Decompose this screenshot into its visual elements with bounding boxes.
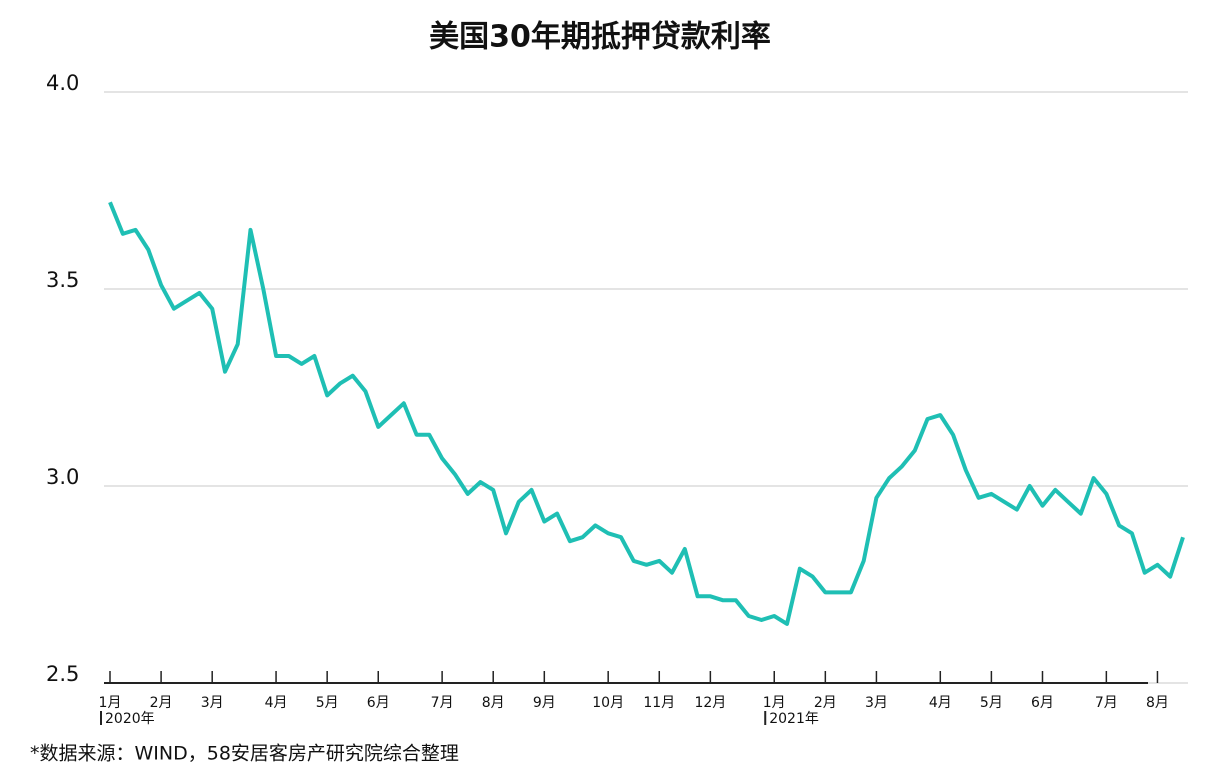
x-tick-label: 12月 <box>694 695 726 711</box>
x-tick-label: 1月 <box>763 695 786 711</box>
x-tick-label: 2月 <box>814 695 837 711</box>
x-tick-label: 5月 <box>980 695 1003 711</box>
x-tick-label: 3月 <box>865 695 888 711</box>
x-tick-label: 1月 <box>99 695 122 711</box>
x-tick-label: 10月 <box>592 695 624 711</box>
x-tick-label: 4月 <box>265 695 288 711</box>
year-label: 2021年 <box>769 711 819 727</box>
y-tick-label: 4.0 <box>46 71 79 95</box>
year-label: 2020年 <box>105 711 155 727</box>
x-tick-label: 7月 <box>1095 695 1118 711</box>
x-tick-label: 3月 <box>201 695 224 711</box>
x-tick-label: 9月 <box>533 695 556 711</box>
x-tick-label: 2月 <box>150 695 173 711</box>
x-tick-label: 7月 <box>431 695 454 711</box>
rate-line <box>108 201 1185 626</box>
x-tick-label: 5月 <box>316 695 339 711</box>
x-tick-label: 6月 <box>367 695 390 711</box>
x-tick-label: 8月 <box>482 695 505 711</box>
chart-title: 美国30年期抵押贷款利率 <box>429 20 771 55</box>
source-note: *数据来源：WIND，58安居客房产研究院综合整理 <box>30 743 459 765</box>
y-tick-label: 2.5 <box>46 662 79 686</box>
x-tick-label: 11月 <box>643 695 675 711</box>
y-tick-label: 3.0 <box>46 465 79 489</box>
x-tick-label: 4月 <box>929 695 952 711</box>
x-tick-label: 8月 <box>1146 695 1169 711</box>
y-tick-label: 3.5 <box>46 268 79 292</box>
x-tick-label: 6月 <box>1031 695 1054 711</box>
